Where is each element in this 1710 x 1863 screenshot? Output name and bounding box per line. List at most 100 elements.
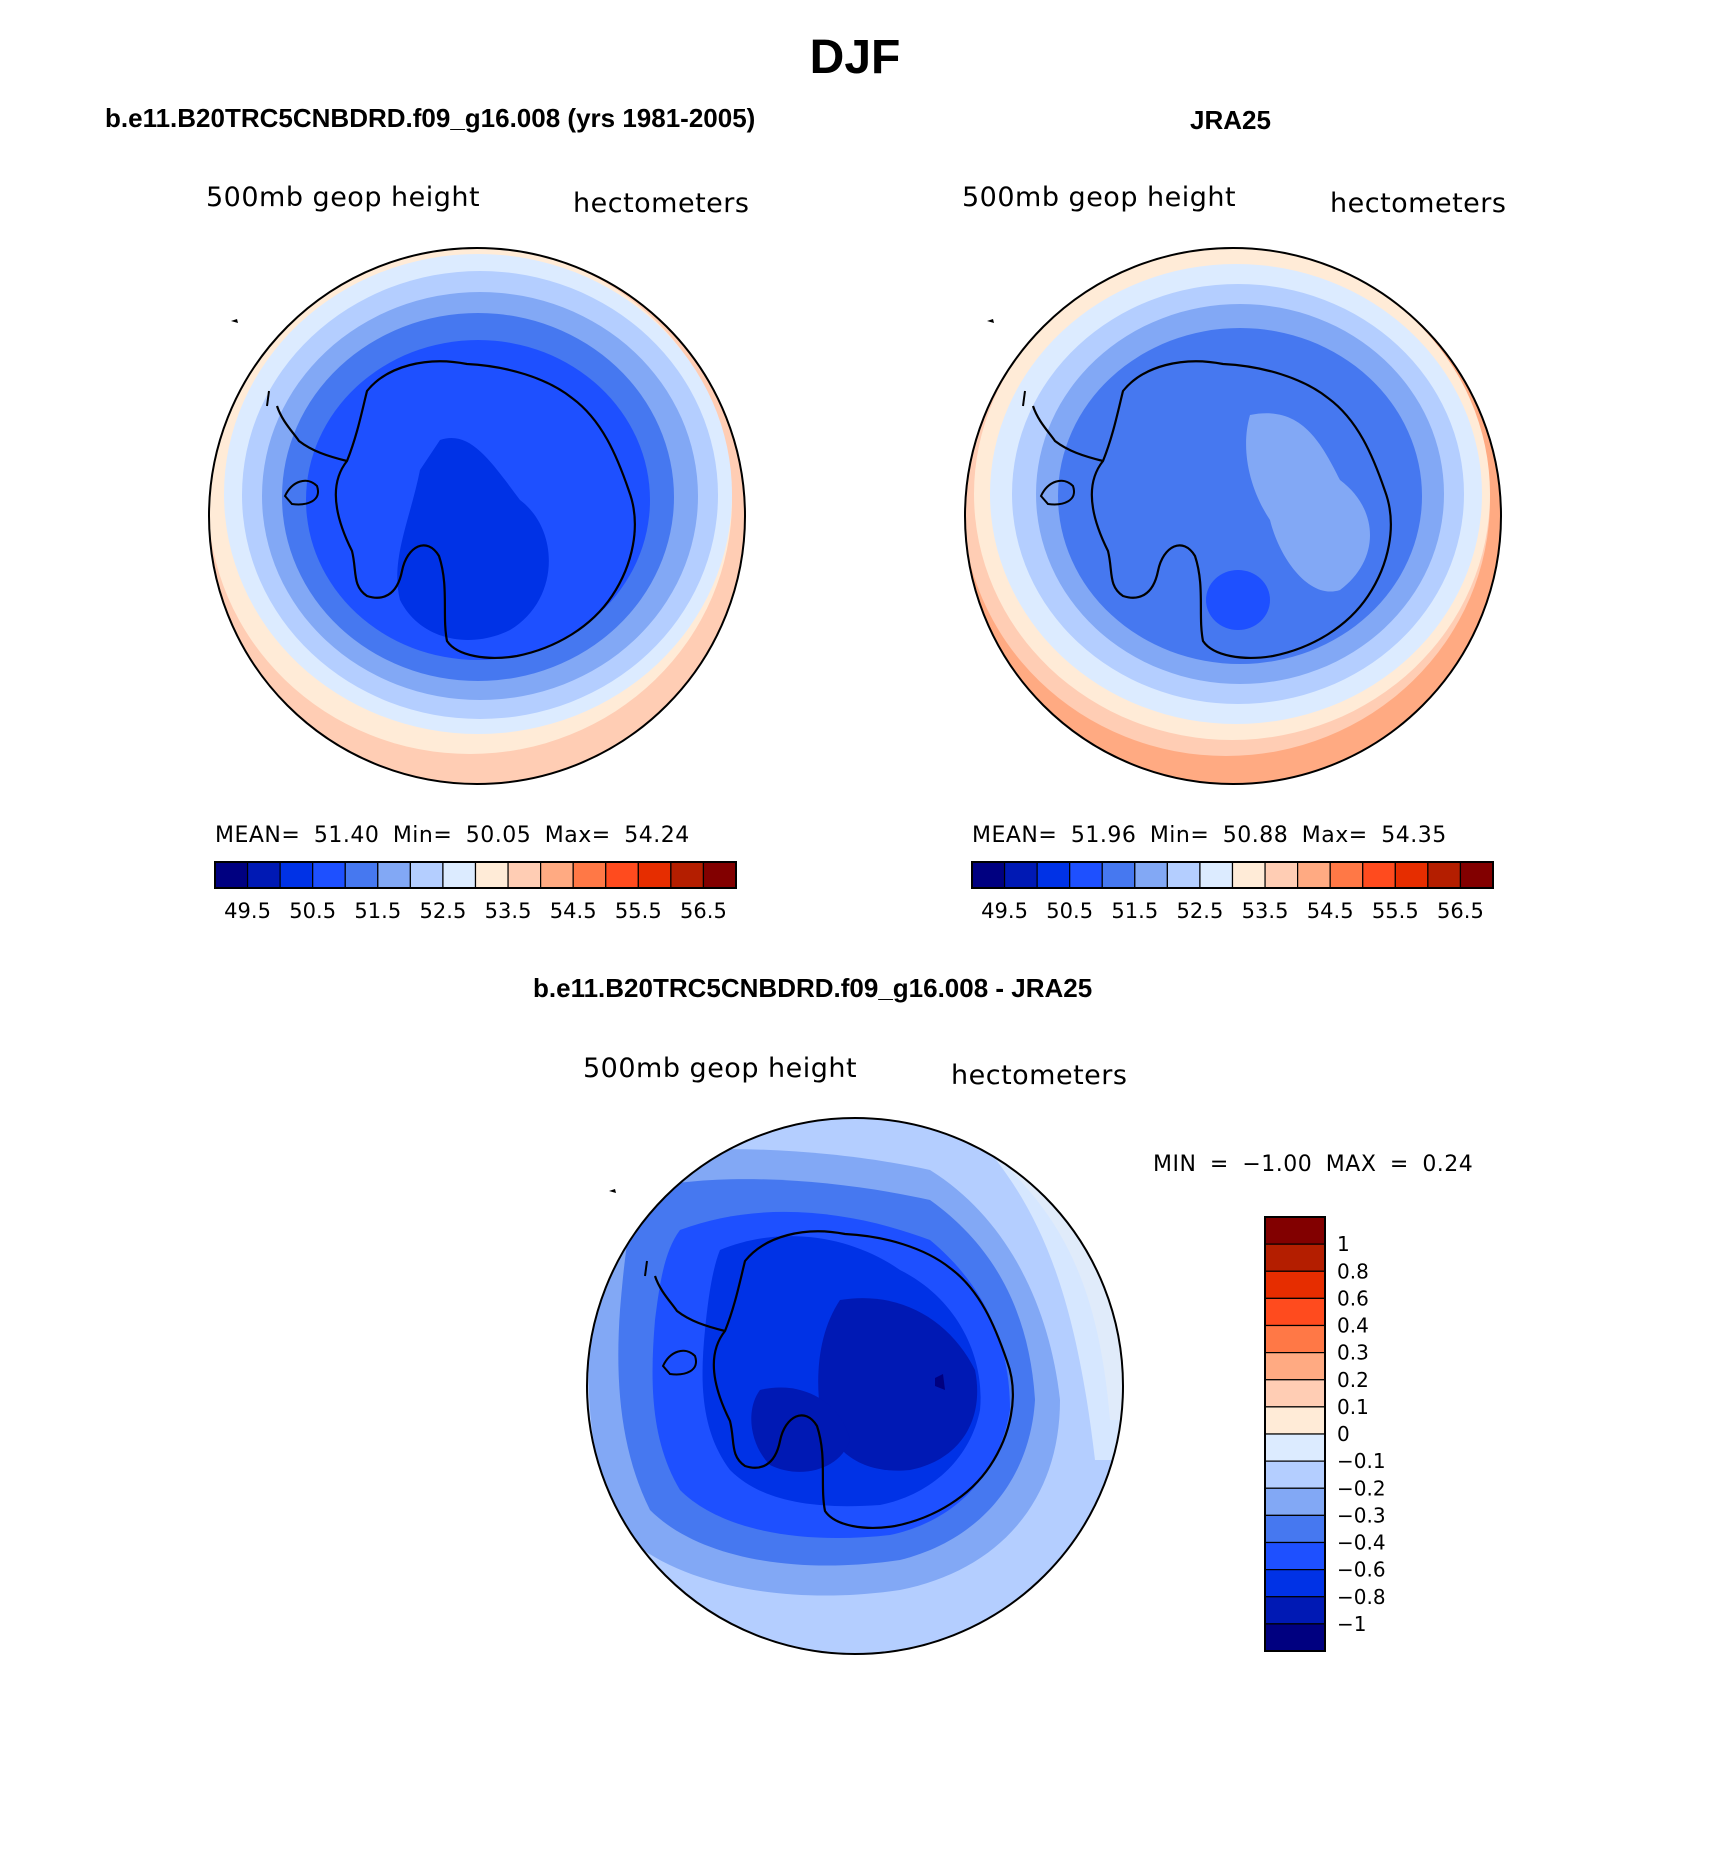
colorbar-swatch — [1264, 1433, 1326, 1462]
contour-fill — [397, 438, 549, 640]
colorbar-swatch — [214, 861, 249, 889]
colorbar-swatch — [1199, 861, 1234, 889]
panel-1-variable-label: 500mb geop height — [206, 182, 481, 213]
colorbar-swatch — [1459, 861, 1494, 889]
panel-2-title: JRA25 — [1190, 105, 1271, 135]
colorbar-frame — [214, 861, 737, 889]
colorbar-swatch — [279, 861, 314, 889]
colorbar-swatch — [474, 861, 509, 889]
map-boundary — [964, 247, 1502, 785]
colorbar-swatch — [1329, 861, 1364, 889]
panel-2-colorbar: 49.5 50.5 51.5 52.5 53.5 54.5 55.5 56.5 — [971, 861, 1494, 923]
colorbar-tick-label: −0.2 — [1337, 1476, 1386, 1500]
min-label: MIN = — [1153, 1152, 1229, 1177]
panel-2-stats: MEAN= 51.96 Min= 50.88 Max= 54.35 — [972, 823, 1447, 848]
colorbar-tick-label: 54.5 — [550, 899, 597, 923]
map-boundary — [586, 1117, 1124, 1655]
colorbar-swatch — [1134, 861, 1168, 889]
panel-3-units-label: hectometers — [951, 1060, 1128, 1091]
panel-1-units-label: hectometers — [573, 188, 750, 219]
colorbar-swatch — [1264, 1487, 1326, 1516]
colorbar-swatch — [1264, 1623, 1326, 1652]
colorbar-tick-label: 50.5 — [289, 899, 336, 923]
colorbar-tick-label: 0.8 — [1337, 1259, 1369, 1283]
colorbar-swatch — [246, 861, 281, 889]
min-value: 50.05 — [465, 823, 532, 848]
colorbar-tick-label: 0 — [1337, 1422, 1350, 1446]
panel-3-title: b.e11.B20TRC5CNBDRD.f09_g16.008 - JRA25 — [533, 973, 1093, 1003]
figure-title: DJF — [809, 31, 901, 84]
colorbar-swatch — [670, 861, 705, 889]
colorbar-swatch — [1003, 861, 1038, 889]
colorbar-swatch — [1362, 861, 1396, 889]
contour-fill — [751, 1387, 850, 1472]
colorbar-swatch — [1297, 861, 1331, 889]
colorbar-swatch — [344, 861, 379, 889]
mean-label: MEAN= — [215, 823, 301, 848]
panel-1-title: b.e11.B20TRC5CNBDRD.f09_g16.008 (yrs 198… — [105, 103, 756, 133]
min-value: −1.00 — [1242, 1152, 1313, 1177]
colorbar-swatch — [1231, 861, 1266, 889]
max-label: Max= — [1301, 823, 1368, 848]
max-value: 0.24 — [1422, 1152, 1474, 1177]
colorbar-swatch — [572, 861, 607, 889]
panel-1-stats: MEAN= 51.40 Min= 50.05 Max= 54.24 — [215, 823, 690, 848]
min-value: 50.88 — [1222, 823, 1289, 848]
panel-2-units-label: hectometers — [1330, 188, 1507, 219]
colorbar-swatch — [1264, 1270, 1326, 1299]
colorbar-tick-label: −0.6 — [1337, 1558, 1386, 1582]
colorbar-swatch — [605, 861, 639, 889]
colorbar-swatch — [971, 861, 1006, 889]
panel-1-map — [208, 247, 746, 785]
max-value: 54.24 — [624, 823, 690, 848]
colorbar-tick-label: 49.5 — [981, 899, 1028, 923]
contour-fill — [935, 1374, 945, 1390]
max-label: MAX = — [1325, 1152, 1409, 1177]
colorbar-tick-label: 0.2 — [1337, 1368, 1369, 1392]
min-label: Min= — [392, 823, 453, 848]
colorbar-tick-label: 54.5 — [1307, 899, 1354, 923]
colorbar-swatch — [1264, 1514, 1326, 1544]
panel-2-variable-label: 500mb geop height — [962, 182, 1237, 213]
colorbar-swatch — [442, 861, 477, 889]
colorbar-swatch — [1264, 1569, 1326, 1598]
colorbar-tick-label: 52.5 — [420, 899, 467, 923]
colorbar-swatch — [1264, 1243, 1326, 1272]
colorbar-frame — [971, 861, 1494, 889]
colorbar-tick-label: −0.1 — [1337, 1449, 1386, 1473]
panel-3-colorbar: 1 0.8 0.6 0.4 0.3 0.2 0.1 0 −0.1 −0.2 −0.3 −0.4 −0.6… — [1264, 1216, 1386, 1652]
mean-value: 51.96 — [1070, 823, 1137, 848]
colorbar-swatch — [507, 861, 542, 889]
colorbar-tick-label: 52.5 — [1177, 899, 1224, 923]
panel-1-colorbar: 49.5 50.5 51.5 52.5 53.5 54.5 55.5 56.5 — [214, 861, 737, 923]
colorbar-tick-label: 0.6 — [1337, 1286, 1369, 1310]
colorbar-swatch — [1264, 1596, 1326, 1625]
colorbar-tick-label: 53.5 — [1242, 899, 1289, 923]
colorbar-swatch — [1427, 861, 1462, 889]
colorbar-tick-label: −0.8 — [1337, 1585, 1386, 1609]
colorbar-swatch — [1264, 1216, 1326, 1245]
colorbar-swatch — [1394, 861, 1429, 889]
colorbar-tick-label: 51.5 — [354, 899, 401, 923]
colorbar-tick-label: 53.5 — [485, 899, 532, 923]
colorbar-swatch — [702, 861, 737, 889]
mean-value: 51.40 — [313, 823, 380, 848]
colorbar-swatch — [1264, 1324, 1326, 1354]
colorbar-tick-label: 1 — [1337, 1232, 1350, 1256]
colorbar-tick-label: 56.5 — [1437, 899, 1484, 923]
colorbar-swatch — [1264, 1541, 1326, 1571]
colorbar-swatch — [409, 861, 444, 889]
colorbar-tick-label: 0.4 — [1337, 1314, 1369, 1338]
max-label: Max= — [544, 823, 611, 848]
contour-fill — [818, 1298, 978, 1471]
panel-2-map — [964, 247, 1502, 785]
colorbar-tick-label: 0.3 — [1337, 1341, 1369, 1365]
min-label: Min= — [1149, 823, 1210, 848]
colorbar-tick-label: 50.5 — [1046, 899, 1093, 923]
colorbar-tick-label: 55.5 — [1372, 899, 1419, 923]
colorbar-swatch — [377, 861, 411, 889]
colorbar-swatch — [1101, 861, 1136, 889]
colorbar-swatch — [1264, 1460, 1326, 1489]
colorbar-swatch — [1166, 861, 1201, 889]
